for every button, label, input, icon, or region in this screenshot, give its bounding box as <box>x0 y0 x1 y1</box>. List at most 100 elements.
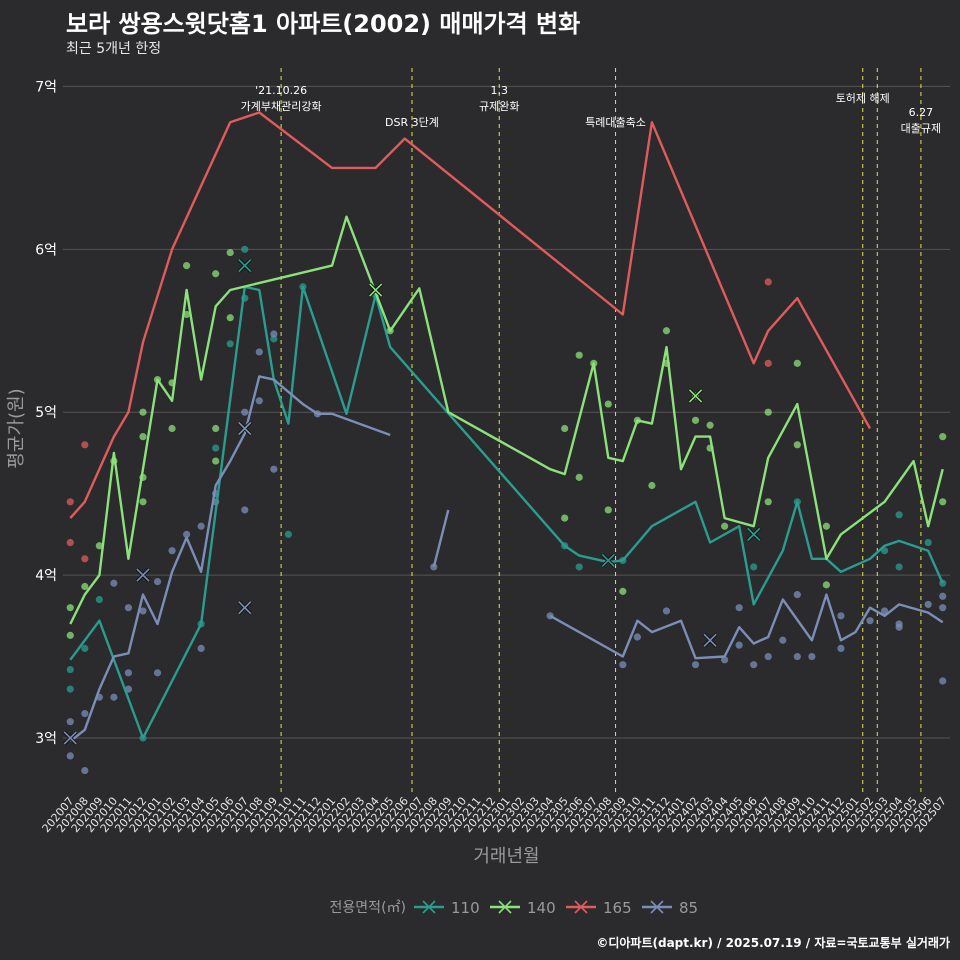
data-point-85 <box>837 612 845 620</box>
data-point-85 <box>866 617 874 625</box>
data-point-85 <box>110 579 118 587</box>
data-point-85 <box>241 506 249 514</box>
legend-label: 85 <box>679 899 698 917</box>
data-point-140 <box>822 522 831 530</box>
event-label: '21.10.26 <box>255 84 307 97</box>
data-point-110 <box>66 665 74 674</box>
data-marker-85 <box>136 568 150 582</box>
data-point-140 <box>604 400 612 408</box>
data-point-85 <box>764 652 772 661</box>
data-point-110 <box>924 538 932 547</box>
y-tick-label: 4억 <box>35 568 57 584</box>
data-point-85 <box>255 348 263 356</box>
data-point-85 <box>691 661 700 669</box>
data-point-85 <box>66 718 74 726</box>
data-point-140 <box>81 582 89 591</box>
data-point-85 <box>270 465 278 473</box>
data-point-165 <box>764 278 772 286</box>
data-point-140 <box>182 262 191 270</box>
data-point-140 <box>575 473 583 481</box>
data-point-110 <box>750 563 758 571</box>
data-point-85 <box>153 669 162 677</box>
data-marker-85 <box>63 731 77 745</box>
y-tick-label: 3억 <box>35 731 57 747</box>
data-point-85 <box>895 623 903 631</box>
data-point-110 <box>895 511 903 519</box>
chart-subtitle: 최근 5개년 한정 <box>66 41 162 57</box>
data-point-110 <box>212 444 220 452</box>
event-label: 가계부채관리강화 <box>241 100 322 113</box>
data-marker-85 <box>703 633 717 647</box>
data-point-140 <box>561 424 569 433</box>
data-point-140 <box>575 351 583 359</box>
data-point-140 <box>66 631 74 639</box>
data-marker-85 <box>238 421 252 436</box>
data-marker-110 <box>747 527 761 541</box>
data-point-140 <box>139 498 147 506</box>
x-axis-title: 거래년월 <box>473 846 539 867</box>
event-label: 6.27 <box>909 106 934 119</box>
data-marker-140 <box>369 283 383 297</box>
data-point-85 <box>837 644 845 653</box>
data-point-85 <box>793 652 801 661</box>
data-point-140 <box>648 481 656 490</box>
series-line-85 <box>432 509 450 568</box>
legend-swatch-marker <box>650 900 664 914</box>
data-point-85 <box>168 547 176 555</box>
data-point-110 <box>66 685 74 693</box>
data-point-110 <box>575 563 583 571</box>
data-point-140 <box>212 457 220 465</box>
data-point-110 <box>95 595 103 604</box>
y-axis-title: 평균가(원) <box>6 388 27 468</box>
event-label: DSR 3단계 <box>385 116 439 129</box>
data-point-140 <box>95 542 103 550</box>
event-label: 1.3 <box>490 84 508 97</box>
data-point-85 <box>721 656 729 664</box>
data-point-140 <box>706 421 714 429</box>
y-tick-label: 5억 <box>35 405 57 421</box>
data-point-140 <box>212 270 220 278</box>
chart-title: 보라 쌍용스윗닷홈1 아파트(2002) 매매가격 변화 <box>66 10 581 38</box>
data-point-85 <box>270 330 278 338</box>
data-point-85 <box>633 633 641 641</box>
data-point-140 <box>939 498 947 506</box>
data-point-140 <box>66 604 74 612</box>
data-point-140 <box>168 424 176 433</box>
data-point-85 <box>808 652 816 661</box>
data-point-85 <box>182 530 191 538</box>
data-point-85 <box>619 661 627 669</box>
data-point-85 <box>139 607 147 615</box>
series-line-85 <box>549 593 944 660</box>
data-point-165 <box>66 538 74 547</box>
data-point-110 <box>241 245 249 253</box>
data-point-85 <box>241 408 249 416</box>
data-point-85 <box>735 604 743 612</box>
data-point-140 <box>822 581 831 589</box>
series-line-165 <box>69 111 872 519</box>
data-point-110 <box>284 530 292 538</box>
data-point-85 <box>81 709 89 718</box>
data-point-140 <box>561 514 569 522</box>
data-marker-85 <box>238 601 252 615</box>
data-point-140 <box>793 441 801 449</box>
data-point-165 <box>81 441 89 449</box>
data-point-140 <box>793 359 801 367</box>
data-point-140 <box>619 587 627 595</box>
data-point-110 <box>895 563 903 571</box>
data-point-85 <box>197 522 205 530</box>
data-point-165 <box>81 555 89 563</box>
data-point-140 <box>212 424 220 433</box>
data-point-85 <box>197 644 205 653</box>
event-label: 규제완화 <box>479 100 519 113</box>
data-marker-140 <box>688 389 703 403</box>
data-point-85 <box>793 591 801 599</box>
data-point-140 <box>139 408 147 416</box>
legend-label: 140 <box>527 899 556 917</box>
y-tick-label: 7억 <box>35 79 57 95</box>
data-point-165 <box>764 359 772 367</box>
event-label: 토허제 해제 <box>836 91 890 105</box>
data-point-85 <box>924 600 932 609</box>
data-point-140 <box>662 327 671 335</box>
legend-swatch-marker <box>498 900 512 914</box>
